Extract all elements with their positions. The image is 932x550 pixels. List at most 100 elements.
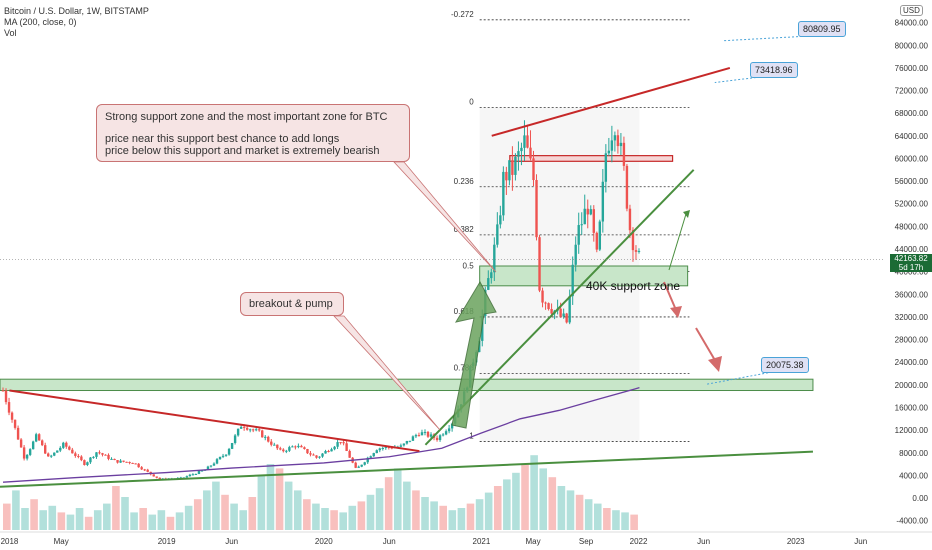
- candle-body: [562, 313, 565, 317]
- candle-body: [230, 443, 234, 449]
- x-tick-label: May: [54, 537, 69, 546]
- candle-body: [194, 473, 198, 475]
- candle-body: [224, 454, 228, 456]
- candle-body: [68, 446, 71, 450]
- volume-bar: [412, 490, 420, 530]
- support-zone-label: 40K support zone: [586, 279, 681, 293]
- price-label-20075[interactable]: 20075.38: [761, 357, 809, 373]
- volume-bar: [321, 508, 329, 530]
- breakout-callout-pointer: [333, 315, 441, 431]
- volume-bar: [339, 512, 347, 530]
- candle-body: [285, 450, 288, 452]
- candle-body: [37, 434, 41, 441]
- candle-body: [532, 158, 535, 181]
- y-tick-label: 52000.00: [895, 200, 929, 209]
- candle-body: [363, 462, 366, 465]
- volume-bar: [193, 499, 202, 530]
- y-tick-label: -4000.00: [896, 517, 928, 526]
- candle-body: [279, 448, 282, 450]
- bearish-arrowhead-2: [708, 356, 722, 372]
- price-label-73418[interactable]: 73418.96: [750, 62, 798, 78]
- y-tick-label: 80000.00: [895, 41, 929, 50]
- volume-bar: [421, 497, 429, 530]
- candle-body: [233, 435, 237, 444]
- volume-bar: [630, 514, 638, 530]
- candle-body: [577, 225, 580, 245]
- currency-button[interactable]: USD: [900, 5, 923, 16]
- candle-body: [583, 208, 586, 225]
- price-axis-background: [884, 0, 932, 550]
- volume-bar: [184, 505, 193, 530]
- candle-body: [339, 442, 342, 444]
- candle-body: [559, 308, 562, 317]
- candle-body: [625, 165, 629, 209]
- volume-bar: [457, 508, 466, 530]
- candle-body: [589, 209, 592, 215]
- volume-bar: [503, 479, 511, 530]
- volume-bar: [293, 490, 302, 530]
- volume-bar: [357, 501, 366, 530]
- volume-bar: [21, 508, 29, 530]
- candle-body: [447, 428, 451, 432]
- candle-body: [134, 463, 137, 465]
- volume-bar: [584, 499, 593, 530]
- volume-bar: [157, 510, 166, 530]
- candle-body: [514, 156, 517, 175]
- candle-body: [261, 430, 264, 438]
- candle-body: [50, 455, 53, 457]
- x-tick-label: Jun: [225, 537, 238, 546]
- y-tick-label: 0.00: [912, 494, 928, 503]
- volume-bar: [275, 468, 284, 530]
- candle-body: [212, 463, 216, 466]
- candle-body: [384, 446, 388, 449]
- candle-body: [188, 474, 192, 477]
- candle-body: [297, 445, 300, 448]
- candle-body: [86, 462, 89, 465]
- fib-level-label: 0: [469, 98, 474, 107]
- candle-body: [357, 466, 360, 468]
- candle-body: [152, 474, 155, 477]
- candle-body: [333, 446, 336, 450]
- fib-level-label: 0.5: [463, 262, 475, 271]
- candle-body: [336, 442, 339, 447]
- candle-body: [441, 434, 445, 436]
- candle-body: [523, 135, 526, 148]
- candle-body: [119, 460, 122, 463]
- last-price-badge: 42163.82 5d 17h: [890, 254, 932, 272]
- breakout-note-text: breakout & pump: [249, 298, 333, 310]
- volume-bar: [493, 486, 502, 530]
- volume-bar: [557, 486, 566, 530]
- bearish-projection-arrow: [663, 281, 677, 311]
- candle-body: [22, 447, 26, 459]
- fib-level-label: 1: [469, 431, 474, 440]
- candle-body: [318, 456, 321, 458]
- candle-body: [83, 460, 86, 465]
- y-tick-label: 72000.00: [895, 87, 929, 96]
- y-tick-label: 4000.00: [899, 471, 928, 480]
- candle-body: [502, 171, 505, 216]
- candle-body: [158, 477, 161, 480]
- y-tick-label: 32000.00: [895, 313, 929, 322]
- candle-body: [110, 458, 113, 460]
- y-tick-label: 40000.00: [895, 268, 929, 277]
- candle-body: [215, 459, 219, 464]
- candle-body: [53, 452, 56, 456]
- volume-bar: [521, 464, 529, 530]
- x-tick-label: Sep: [579, 537, 594, 546]
- candle-body: [637, 250, 641, 252]
- candle-body: [270, 441, 273, 445]
- candle-body: [435, 437, 439, 441]
- price-label-pointer: [705, 371, 773, 385]
- candle-body: [595, 232, 598, 250]
- support-note-callout[interactable]: Strong support zone and the most importa…: [96, 104, 410, 162]
- price-label-80809[interactable]: 80809.95: [798, 21, 846, 37]
- candle-body: [438, 435, 442, 441]
- candle-body: [592, 209, 595, 233]
- candle-body: [631, 230, 635, 251]
- candle-body: [128, 462, 131, 464]
- support-zone-40k: [479, 265, 689, 287]
- candle-body: [414, 435, 418, 437]
- volume-bar: [57, 512, 66, 530]
- breakout-note-callout[interactable]: breakout & pump: [240, 292, 344, 316]
